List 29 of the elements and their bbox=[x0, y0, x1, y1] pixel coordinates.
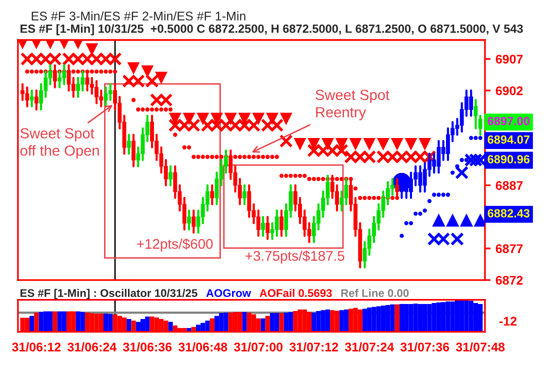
y-tick-label: 6907 bbox=[496, 54, 523, 64]
text: 6897.00 bbox=[488, 116, 530, 126]
annotation: Sweet Spot Reentry bbox=[316, 90, 390, 120]
annotation: +3.75pts/$187.5 bbox=[246, 250, 344, 264]
x-tick-label: 31/07:24 bbox=[344, 342, 394, 352]
annotation: Sweet Spot off the Open bbox=[20, 128, 99, 159]
x-tick-label: 31/07:12 bbox=[289, 342, 338, 352]
ref-line-label: Ref Line 0.00 bbox=[341, 288, 409, 298]
y-tick-label: 6902 bbox=[496, 86, 523, 96]
series-label: AOFail 0.5693 bbox=[260, 288, 332, 298]
chart-title: ES #F 3-Min/ES #F 2-Min/ES #F 1-Min bbox=[32, 11, 246, 20]
x-tick-label: 31/06:24 bbox=[68, 342, 117, 352]
x-tick-label: 31/07:48 bbox=[456, 342, 505, 352]
chart-subtitle: ES #F [1-Min] 10/31/25 +0.5000 C 6872.2500, H 6872.5000, L 6871.2500, O 6871.5000, V 543 bbox=[20, 24, 523, 36]
x-tick-label: 31/07:00 bbox=[234, 342, 283, 352]
text: -12 bbox=[499, 316, 517, 326]
chart-subtitle: ES #F [1-Min] : Oscillator 10/31/25 bbox=[20, 288, 198, 300]
x-tick-label: 31/06:36 bbox=[123, 342, 172, 352]
text: 6882.43 bbox=[488, 209, 530, 218]
text: 6890.96 bbox=[488, 155, 530, 164]
y-tick-label: 6872 bbox=[496, 276, 523, 285]
annotation: +12pts/$600 bbox=[137, 238, 213, 252]
x-tick-label: 31/07:36 bbox=[400, 342, 450, 352]
series-label: AOGrow bbox=[206, 289, 252, 298]
x-tick-label: 31/06:12 bbox=[12, 342, 61, 352]
text: 6894.07 bbox=[488, 135, 530, 144]
y-tick-label: 6877 bbox=[496, 244, 523, 254]
x-tick-label: 31/06:48 bbox=[178, 342, 228, 352]
y-tick-label: 6887 bbox=[496, 181, 523, 190]
